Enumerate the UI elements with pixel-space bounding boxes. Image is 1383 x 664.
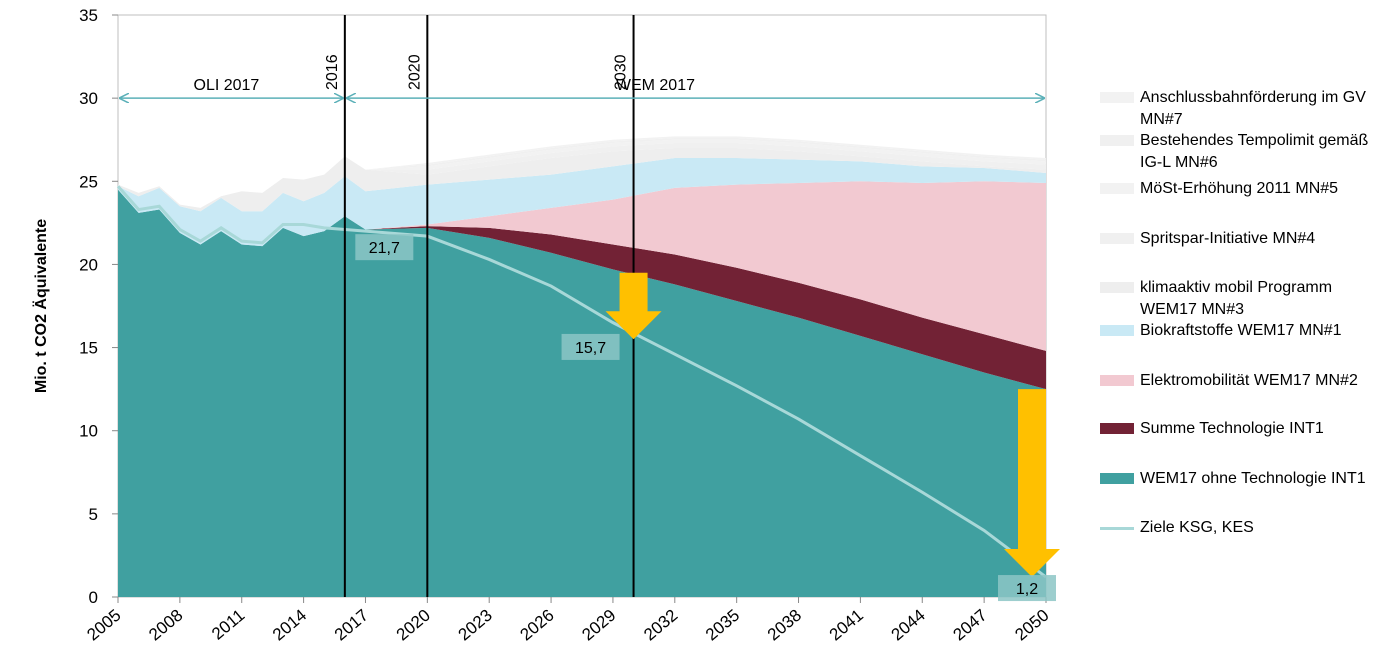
legend-label: Elektromobilität WEM17 MN#2	[1140, 372, 1358, 389]
legend-swatch	[1100, 473, 1134, 484]
legend-label: Spritspar-Initiative MN#4	[1140, 230, 1316, 247]
x-tick-label: 2020	[393, 606, 434, 645]
legend-item: Summe Technologie INT1	[1100, 418, 1375, 440]
y-tick-label: 30	[79, 89, 98, 108]
legend-label: Anschlussbahnförderung im GV MN#7	[1140, 89, 1366, 128]
x-tick-label: 2011	[208, 606, 248, 644]
year-line-label: 2020	[406, 54, 423, 90]
y-tick-label: 25	[79, 172, 98, 191]
y-tick-label: 5	[89, 505, 98, 524]
x-tick-label: 2017	[331, 606, 372, 645]
y-tick-label: 35	[79, 6, 98, 25]
annotation-box	[561, 333, 620, 360]
x-tick-label: 2047	[950, 606, 991, 645]
reduction-arrow	[605, 272, 662, 340]
y-tick-label: 15	[79, 339, 98, 358]
range-label: WEM 2017	[616, 77, 695, 94]
x-tick-label: 2026	[516, 606, 557, 645]
legend-label: Ziele KSG, KES	[1140, 519, 1254, 536]
area	[118, 189, 1046, 597]
y-tick-label: 0	[89, 588, 98, 607]
legend-swatch	[1100, 375, 1134, 386]
legend-item: Ziele KSG, KES	[1100, 517, 1375, 539]
x-tick-label: 2050	[1011, 606, 1052, 645]
legend-label: MöSt-Erhöhung 2011 MN#5	[1140, 180, 1339, 197]
legend-label: klimaaktiv mobil Programm WEM17 MN#3	[1140, 279, 1333, 318]
target-line	[116, 185, 1047, 579]
area	[118, 181, 1046, 351]
legend-item: Bestehendes Tempolimit gemäß IG-L MN#6	[1100, 130, 1375, 174]
annotation-label: 15,7	[575, 340, 606, 357]
legend-item: Spritspar-Initiative MN#4	[1100, 228, 1375, 250]
legend-item: Biokraftstoffe WEM17 MN#1	[1100, 320, 1375, 342]
year-line-label: 2016	[324, 54, 341, 90]
legend-swatch	[1100, 183, 1134, 194]
legend-swatch	[1100, 233, 1134, 244]
legend-label: WEM17 ohne Technologie INT1	[1140, 470, 1366, 487]
x-tick-label: 2008	[145, 606, 186, 645]
x-tick-label: 2035	[702, 606, 743, 645]
area	[118, 158, 1046, 247]
year-line-label: 2030	[613, 54, 630, 90]
range-label: OLI 2017	[194, 77, 260, 94]
x-tick-label: 2038	[764, 606, 805, 645]
annotation-box	[355, 234, 414, 261]
x-tick-label: 2029	[578, 606, 619, 645]
legend-item: klimaaktiv mobil Programm WEM17 MN#3	[1100, 277, 1375, 321]
legend-item: MöSt-Erhöhung 2011 MN#5	[1100, 178, 1375, 200]
reduction-arrow	[1004, 389, 1060, 578]
legend-label: Summe Technologie INT1	[1140, 420, 1324, 437]
y-axis-label: Mio. t CO2 Äquivalente	[32, 219, 50, 393]
y-tick-label: 20	[79, 255, 98, 274]
legend-label: Biokraftstoffe WEM17 MN#1	[1140, 322, 1342, 339]
annotation-label: 21,7	[369, 240, 400, 257]
y-tick-label: 10	[79, 422, 98, 441]
legend-swatch	[1100, 325, 1134, 336]
legend-item: Elektromobilität WEM17 MN#2	[1100, 370, 1375, 392]
legend-item: Anschlussbahnförderung im GV MN#7	[1100, 87, 1375, 131]
legend-swatch	[1100, 527, 1134, 530]
x-tick-label: 2044	[888, 606, 929, 645]
legend-swatch	[1100, 135, 1134, 146]
legend-swatch	[1100, 92, 1134, 103]
x-tick-label: 2014	[269, 606, 310, 645]
area	[118, 148, 1046, 212]
x-tick-label: 2032	[640, 606, 681, 645]
legend-label: Bestehendes Tempolimit gemäß IG-L MN#6	[1140, 132, 1369, 171]
annotation-label: 1,2	[1016, 581, 1038, 598]
annotation-box	[998, 575, 1056, 602]
legend-item: WEM17 ohne Technologie INT1	[1100, 468, 1375, 490]
x-tick-label: 2041	[826, 606, 867, 645]
x-tick-label: 2005	[83, 606, 124, 645]
legend-swatch	[1100, 423, 1134, 434]
x-tick-label: 2023	[455, 606, 496, 645]
legend-swatch	[1100, 282, 1134, 293]
